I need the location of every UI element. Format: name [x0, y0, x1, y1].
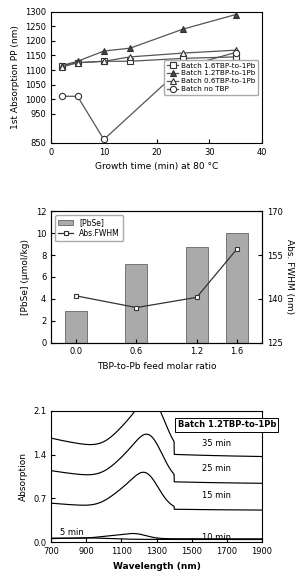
- Bar: [186, 247, 208, 343]
- Legend: Batch 1.6TBP-to-1Pb, Batch 1.2TBP-to-1Pb, Batch 0.6TBP-to-1Pb, Batch no TBP: Batch 1.6TBP-to-1Pb, Batch 1.2TBP-to-1Pb…: [164, 59, 258, 95]
- X-axis label: Growth time (min) at 80 °C: Growth time (min) at 80 °C: [95, 163, 218, 171]
- Text: 10 min: 10 min: [202, 533, 231, 542]
- Batch 0.6TBP-to-1Pb: [234, 47, 237, 54]
- Text: 25 min: 25 min: [202, 464, 231, 473]
- Batch 1.6TBP-to-1Pb: [76, 59, 79, 66]
- Batch 0.6TBP-to-1Pb: [181, 50, 185, 57]
- Batch no TBP: [102, 136, 106, 143]
- X-axis label: TBP-to-Pb feed molar ratio: TBP-to-Pb feed molar ratio: [97, 362, 216, 371]
- Batch 1.2TBP-to-1Pb: [102, 48, 106, 55]
- Batch 1.6TBP-to-1Pb: [129, 58, 132, 65]
- Batch 0.6TBP-to-1Pb: [129, 54, 132, 61]
- Bar: [65, 311, 87, 343]
- Legend: [PbSe], Abs.FWHM: [PbSe], Abs.FWHM: [55, 215, 123, 241]
- Y-axis label: Abs. FWHM (nm): Abs. FWHM (nm): [285, 240, 294, 314]
- Batch 1.6TBP-to-1Pb: [234, 54, 237, 61]
- Batch 1.6TBP-to-1Pb: [60, 62, 64, 69]
- Line: Batch 1.6TBP-to-1Pb: Batch 1.6TBP-to-1Pb: [59, 54, 239, 69]
- Line: Batch no TBP: Batch no TBP: [59, 50, 239, 143]
- Batch 1.6TBP-to-1Pb: [102, 58, 106, 65]
- Text: 5 min: 5 min: [60, 528, 84, 537]
- Text: Batch 1.2TBP-to-1Pb: Batch 1.2TBP-to-1Pb: [178, 420, 276, 429]
- Batch 1.2TBP-to-1Pb: [181, 26, 185, 33]
- Batch 0.6TBP-to-1Pb: [76, 59, 79, 66]
- Text: 35 min: 35 min: [202, 439, 231, 448]
- Batch 1.6TBP-to-1Pb: [181, 55, 185, 62]
- Batch 0.6TBP-to-1Pb: [60, 64, 64, 71]
- Batch no TBP: [234, 49, 237, 56]
- Batch 1.2TBP-to-1Pb: [76, 58, 79, 65]
- Batch 1.2TBP-to-1Pb: [60, 62, 64, 69]
- Batch no TBP: [76, 93, 79, 100]
- Y-axis label: 1st Absorption PP (nm): 1st Absorption PP (nm): [11, 26, 20, 129]
- Bar: [126, 264, 147, 343]
- Batch 1.2TBP-to-1Pb: [234, 11, 237, 18]
- Batch 1.2TBP-to-1Pb: [129, 45, 132, 52]
- Line: Batch 0.6TBP-to-1Pb: Batch 0.6TBP-to-1Pb: [59, 47, 239, 70]
- Batch 0.6TBP-to-1Pb: [102, 58, 106, 65]
- Y-axis label: [PbSe] (µmol/kg): [PbSe] (µmol/kg): [21, 239, 30, 315]
- X-axis label: Wavelength (nm): Wavelength (nm): [113, 561, 200, 571]
- Y-axis label: Absorption: Absorption: [18, 452, 27, 501]
- Bar: [226, 233, 248, 343]
- Batch no TBP: [181, 64, 185, 71]
- Batch no TBP: [60, 93, 64, 100]
- Line: Batch 1.2TBP-to-1Pb: Batch 1.2TBP-to-1Pb: [59, 12, 239, 69]
- Text: 15 min: 15 min: [202, 491, 231, 500]
